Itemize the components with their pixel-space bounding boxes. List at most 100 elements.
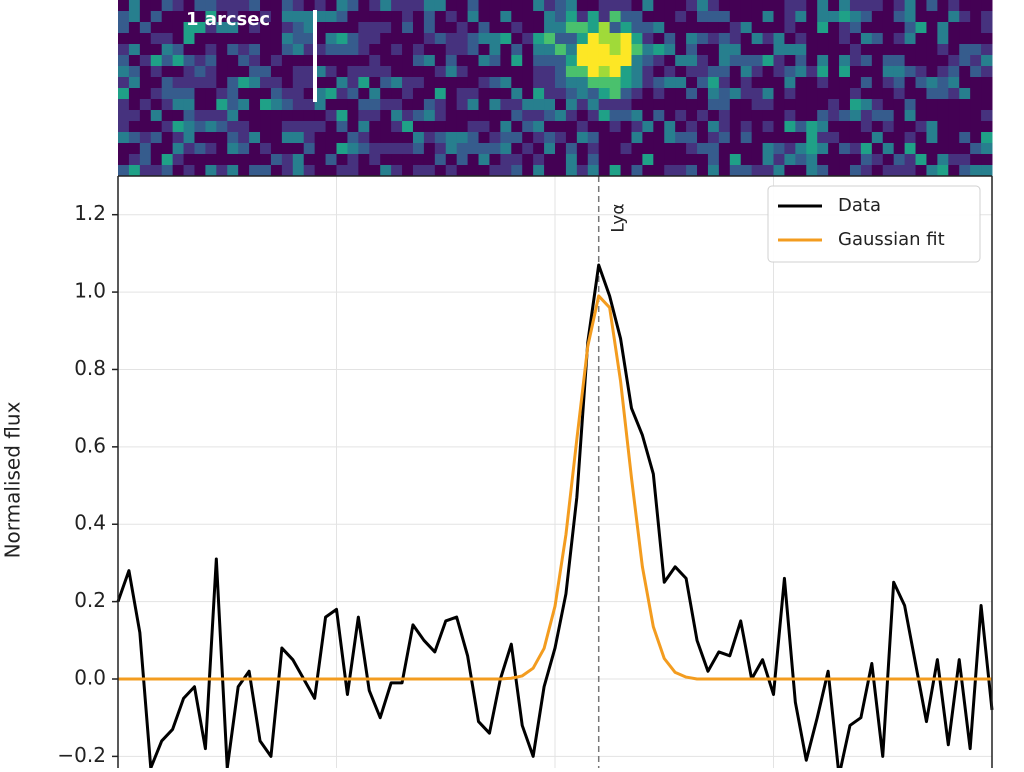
image-pixel (620, 88, 632, 100)
image-pixel (183, 66, 195, 78)
image-pixel (871, 165, 884, 177)
image-pixel (347, 121, 359, 133)
image-pixel (795, 132, 807, 144)
image-pixel (631, 132, 643, 144)
image-pixel (347, 143, 359, 155)
image-pixel (959, 121, 971, 133)
image-pixel (412, 66, 425, 78)
image-pixel (522, 0, 534, 12)
image-pixel (128, 165, 141, 177)
image-pixel (686, 88, 698, 100)
image-pixel (249, 132, 261, 144)
image-pixel (587, 55, 600, 67)
image-pixel (511, 165, 523, 177)
image-pixel (882, 11, 895, 23)
image-pixel (598, 110, 611, 122)
image-pixel (587, 33, 600, 45)
image-pixel (773, 143, 785, 155)
image-pixel (172, 0, 185, 12)
image-pixel (336, 143, 348, 155)
image-pixel (937, 143, 949, 155)
image-pixel (555, 132, 567, 144)
image-pixel (675, 33, 687, 45)
image-pixel (423, 44, 436, 56)
image-pixel (839, 66, 851, 78)
image-pixel (587, 0, 600, 12)
image-pixel (369, 33, 381, 45)
image-pixel (270, 11, 283, 23)
image-pixel (128, 44, 141, 56)
image-pixel (926, 165, 938, 177)
image-pixel (238, 88, 250, 100)
image-pixel (631, 55, 643, 67)
image-pixel (336, 154, 348, 166)
image-pixel (784, 11, 796, 23)
image-pixel (303, 132, 316, 144)
image-pixel (238, 110, 250, 122)
image-pixel (555, 33, 567, 45)
image-pixel (555, 154, 567, 166)
image-pixel (555, 99, 567, 111)
image-pixel (314, 88, 327, 100)
image-pixel (751, 77, 764, 89)
image-pixel (172, 77, 185, 89)
image-pixel (817, 55, 829, 67)
image-pixel (893, 121, 906, 133)
image-pixel (740, 88, 753, 100)
series-line (116, 263, 994, 772)
image-pixel (205, 143, 217, 155)
image-pixel (194, 0, 206, 12)
y-axis-label: Normalised flux (1, 401, 25, 558)
image-pixel (675, 88, 687, 100)
image-pixel (697, 44, 709, 56)
image-pixel (740, 110, 753, 122)
image-pixel (893, 44, 906, 56)
image-pixel (347, 22, 359, 34)
scale-label: 1 arcsec (186, 9, 270, 30)
image-pixel (948, 121, 960, 133)
image-pixel (194, 44, 206, 56)
image-pixel (642, 0, 654, 12)
image-pixel (391, 44, 403, 56)
image-pixel (664, 55, 676, 67)
image-pixel (260, 143, 272, 155)
image-pixel (292, 44, 305, 56)
image-pixel (336, 88, 348, 100)
image-pixel (325, 154, 337, 166)
image-pixel (915, 165, 927, 177)
image-pixel (500, 165, 512, 177)
image-pixel (642, 77, 654, 89)
image-pixel (860, 77, 873, 89)
image-pixel (478, 0, 490, 12)
image-pixel (336, 11, 348, 23)
image-pixel (795, 88, 807, 100)
image-pixel (620, 121, 632, 133)
image-pixel (270, 99, 283, 111)
image-pixel (434, 22, 447, 34)
image-pixel (959, 77, 971, 89)
image-pixel (303, 11, 316, 23)
image-pixel (893, 110, 906, 122)
image-pixel (675, 99, 687, 111)
image-pixel (522, 132, 534, 144)
image-pixel (817, 165, 829, 177)
image-pixel (882, 22, 895, 34)
image-pixel (751, 165, 764, 177)
image-pixel (118, 66, 130, 78)
image-pixel (609, 66, 622, 78)
image-pixel (729, 165, 742, 177)
image-pixel (882, 55, 895, 67)
image-pixel (445, 132, 458, 144)
image-pixel (456, 154, 469, 166)
image-pixel (467, 22, 480, 34)
image-pixel (216, 88, 228, 100)
image-pixel (336, 165, 348, 177)
image-pixel (118, 121, 130, 133)
image-pixel (970, 0, 982, 12)
image-pixel (347, 55, 359, 67)
image-pixel (260, 132, 272, 144)
image-pixel (729, 55, 742, 67)
image-pixel (664, 132, 676, 144)
image-pixel (161, 132, 174, 144)
image-pixel (161, 165, 174, 177)
